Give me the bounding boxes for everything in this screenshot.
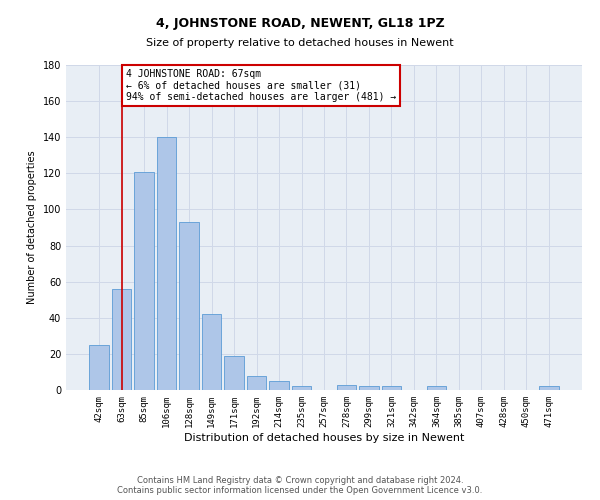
Text: Size of property relative to detached houses in Newent: Size of property relative to detached ho… — [146, 38, 454, 48]
Bar — [224, 356, 244, 390]
Bar — [112, 289, 131, 390]
Text: Contains HM Land Registry data © Crown copyright and database right 2024.
Contai: Contains HM Land Registry data © Crown c… — [118, 476, 482, 495]
Bar — [269, 381, 289, 390]
Bar — [539, 386, 559, 390]
Bar — [179, 222, 199, 390]
Bar — [359, 386, 379, 390]
Bar — [247, 376, 266, 390]
X-axis label: Distribution of detached houses by size in Newent: Distribution of detached houses by size … — [184, 432, 464, 442]
Bar — [382, 386, 401, 390]
Text: 4 JOHNSTONE ROAD: 67sqm
← 6% of detached houses are smaller (31)
94% of semi-det: 4 JOHNSTONE ROAD: 67sqm ← 6% of detached… — [126, 68, 396, 102]
Bar — [427, 386, 446, 390]
Bar — [134, 172, 154, 390]
Text: 4, JOHNSTONE ROAD, NEWENT, GL18 1PZ: 4, JOHNSTONE ROAD, NEWENT, GL18 1PZ — [155, 18, 445, 30]
Bar — [89, 345, 109, 390]
Bar — [292, 386, 311, 390]
Bar — [157, 137, 176, 390]
Bar — [202, 314, 221, 390]
Y-axis label: Number of detached properties: Number of detached properties — [27, 150, 37, 304]
Bar — [337, 384, 356, 390]
